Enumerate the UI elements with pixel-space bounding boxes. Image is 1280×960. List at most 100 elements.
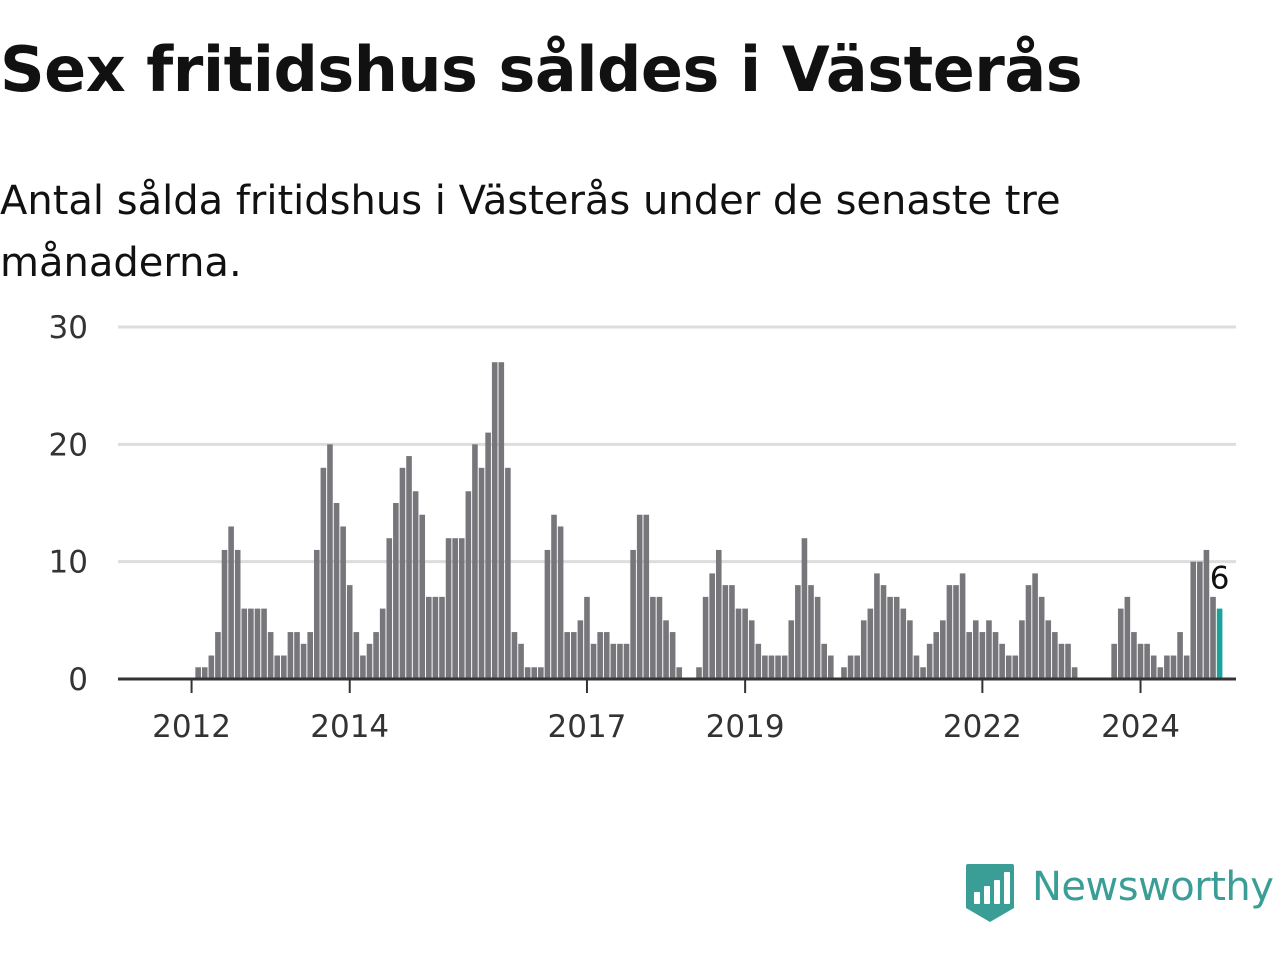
bar (946, 585, 953, 679)
bar (406, 456, 412, 679)
x-tick-label: 2017 (548, 709, 627, 745)
bar (228, 526, 234, 679)
bar (729, 585, 735, 679)
bar (808, 585, 814, 679)
bar (412, 491, 419, 679)
bar (366, 643, 373, 679)
bar (775, 655, 781, 679)
bar (1170, 655, 1177, 679)
bar (1058, 643, 1065, 679)
bar (1144, 643, 1150, 679)
y-tick-label: 10 (49, 545, 88, 581)
bar (570, 632, 577, 679)
annotations: 6 (1210, 561, 1230, 597)
bar (241, 608, 248, 679)
bar (215, 632, 221, 679)
bar (1124, 596, 1131, 679)
bar-latest (1216, 608, 1223, 679)
bar (709, 573, 715, 679)
bar (1203, 549, 1210, 679)
bar (940, 620, 946, 679)
bar (373, 632, 379, 679)
bar (1019, 620, 1025, 679)
bar (755, 643, 762, 679)
bar (643, 514, 650, 679)
bar (597, 632, 603, 679)
bar (768, 655, 775, 679)
bar (1071, 667, 1078, 679)
bar (907, 620, 913, 679)
bar (313, 549, 320, 679)
bar (722, 585, 729, 679)
bar (1038, 596, 1045, 679)
chart-subtitle: Antal sålda fritidshus i Västerås under … (0, 178, 1061, 286)
latest-value-label: 6 (1210, 561, 1230, 597)
bar (360, 655, 366, 679)
bar (564, 632, 570, 679)
bars (195, 362, 1223, 679)
bar (735, 608, 742, 679)
bar (485, 432, 491, 679)
bar (419, 514, 426, 679)
bar (478, 467, 485, 679)
bar (992, 632, 999, 679)
gridlines (118, 325, 1236, 564)
bar (1045, 620, 1052, 679)
bar (531, 667, 538, 679)
bar (1005, 655, 1012, 679)
bar (340, 526, 346, 679)
bar (498, 362, 505, 679)
bar (1025, 585, 1032, 679)
bar (287, 632, 294, 679)
bar (439, 596, 445, 679)
bar (821, 643, 828, 679)
bar (841, 667, 847, 679)
bar (201, 667, 208, 679)
bar (452, 538, 458, 679)
bar (880, 585, 887, 679)
bar (748, 620, 755, 679)
bar (267, 632, 274, 679)
newsworthy-logo: Newsworthy (964, 862, 1274, 926)
bar (788, 620, 795, 679)
bar (1164, 655, 1170, 679)
bar (972, 620, 979, 679)
bar (650, 596, 656, 679)
bar (926, 643, 933, 679)
bar (900, 608, 907, 679)
bar (801, 538, 808, 679)
x-tick-label: 2012 (152, 709, 231, 745)
bar (465, 491, 472, 679)
x-tick-label: 2014 (310, 709, 389, 745)
bar (715, 549, 722, 679)
x-tick-label: 2019 (706, 709, 785, 745)
bar (300, 643, 307, 679)
bar (1131, 632, 1137, 679)
bar (320, 467, 327, 679)
bar (913, 655, 920, 679)
bar (781, 655, 788, 679)
bar (966, 632, 972, 679)
bar (307, 632, 313, 679)
bar (577, 620, 584, 679)
y-tick-label: 20 (49, 427, 88, 463)
bar (1032, 573, 1038, 679)
bar (669, 632, 676, 679)
bar (248, 608, 254, 679)
bar (505, 467, 511, 679)
bar (538, 667, 544, 679)
bar (327, 444, 333, 679)
bar (1012, 655, 1019, 679)
bar (379, 608, 386, 679)
bar (590, 643, 597, 679)
bar (333, 503, 340, 679)
newsworthy-logo-icon (966, 864, 1014, 922)
bar (1197, 561, 1203, 679)
y-axis-labels: 0 10 20 30 (49, 310, 88, 698)
bar (953, 585, 959, 679)
y-tick-label: 30 (49, 310, 88, 346)
bar (887, 596, 893, 679)
bar (393, 503, 399, 679)
x-tick-label: 2022 (943, 709, 1022, 745)
bar (860, 620, 867, 679)
